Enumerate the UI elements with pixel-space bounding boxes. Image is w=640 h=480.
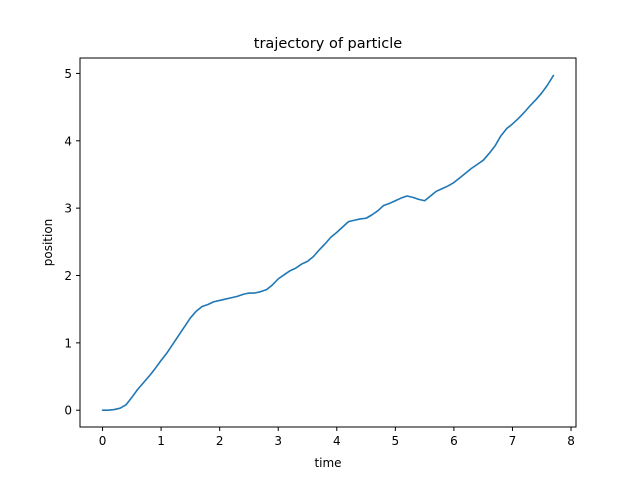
x-tick-label: 5 — [392, 434, 400, 448]
y-tick-label: 4 — [64, 134, 72, 148]
y-tick-label: 3 — [64, 202, 72, 216]
y-axis-label: position — [41, 219, 55, 267]
chart-title: trajectory of particle — [254, 36, 403, 52]
x-tick-label: 6 — [450, 434, 458, 448]
series-line — [101, 74, 555, 412]
y-tick-label: 5 — [64, 67, 72, 81]
x-tick-label: 0 — [99, 434, 107, 448]
x-tick-label: 7 — [509, 434, 517, 448]
y-axis-ticks: 0 1 2 3 4 5 — [64, 67, 80, 418]
x-tick-label: 8 — [567, 434, 575, 448]
plot-area — [101, 74, 555, 412]
x-axis-label: time — [314, 456, 341, 470]
axes-frame — [79, 57, 577, 428]
y-tick-label: 0 — [64, 404, 72, 418]
x-axis-ticks: 0 1 2 3 4 5 6 7 8 — [99, 427, 575, 448]
x-tick-label: 2 — [216, 434, 224, 448]
y-tick-label: 2 — [64, 269, 72, 283]
x-tick-label: 4 — [333, 434, 341, 448]
x-tick-label: 3 — [274, 434, 282, 448]
x-tick-label: 1 — [157, 434, 165, 448]
y-tick-label: 1 — [64, 336, 72, 350]
